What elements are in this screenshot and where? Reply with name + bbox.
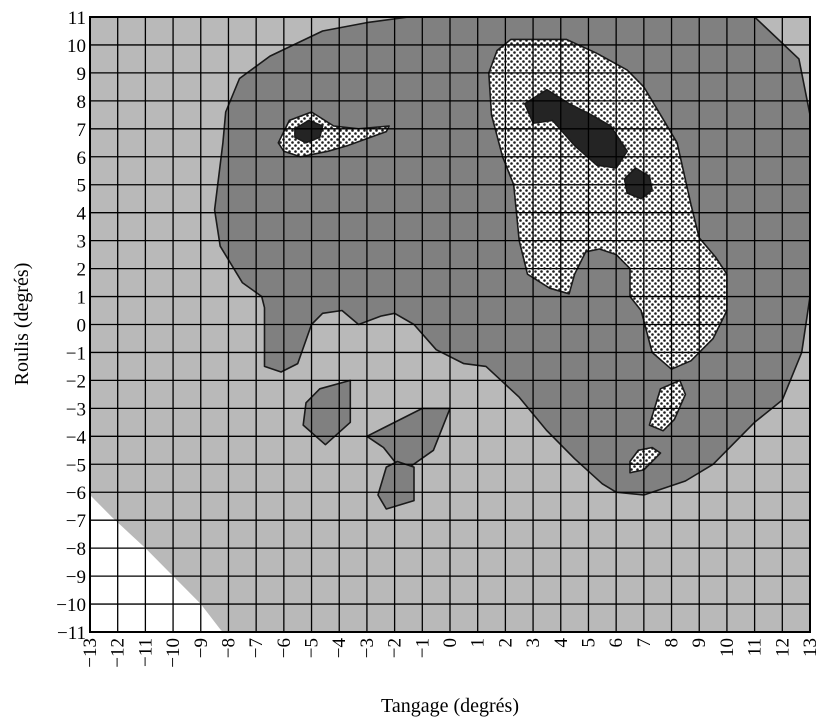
x-tick-label: −11 [135, 638, 156, 667]
x-tick-label: 3 [523, 638, 544, 648]
x-tick-label: −8 [218, 638, 239, 658]
x-tick-label: 5 [578, 638, 599, 648]
region-level-3-8 [629, 446, 662, 474]
y-tick-label: 9 [77, 64, 87, 85]
x-tick-label: −4 [329, 638, 350, 659]
y-tick-label: 3 [77, 232, 87, 253]
y-tick-label: −11 [57, 623, 86, 644]
y-tick-label: −6 [66, 483, 86, 504]
x-tick-label: 7 [634, 638, 655, 648]
y-tick-label: 5 [77, 176, 87, 197]
region-level-2-4 [377, 460, 415, 510]
x-tick-label: 12 [772, 638, 793, 657]
x-tick-label: 4 [551, 638, 572, 648]
x-tick-label: −12 [108, 638, 129, 668]
x-tick-label: 1 [468, 638, 489, 648]
x-tick-label: −2 [385, 638, 406, 658]
y-tick-label: −7 [66, 511, 86, 532]
y-tick-label: 10 [67, 36, 86, 57]
y-tick-label: −8 [66, 539, 86, 560]
plot-frame [89, 16, 811, 633]
x-tick-label: 0 [440, 638, 461, 648]
y-tick-label: 8 [77, 92, 87, 113]
y-tick-label: 11 [68, 8, 86, 29]
y-tick-label: 0 [77, 316, 87, 337]
region-level-4-10 [623, 167, 654, 200]
x-tick-label: −1 [412, 638, 433, 658]
x-tick-label: 13 [800, 638, 821, 657]
y-tick-label: 7 [77, 120, 87, 141]
region-level-2-2 [302, 379, 352, 446]
y-tick-label: 1 [77, 288, 87, 309]
y-tick-label: −1 [66, 343, 86, 364]
y-tick-label: 4 [77, 204, 87, 225]
x-tick-label: 2 [495, 638, 516, 648]
x-tick-label: 8 [662, 638, 683, 648]
x-tick-label: −6 [274, 638, 295, 658]
y-tick-label: 2 [77, 260, 87, 281]
x-tick-label: −3 [357, 638, 378, 658]
x-tick-label: 11 [745, 638, 766, 656]
x-tick-label: −13 [80, 638, 101, 668]
y-tick-label: 6 [77, 148, 87, 169]
x-tick-label: −7 [246, 638, 267, 658]
x-tick-labels: −13 −12 −11 −10 −9 −8 −7 −6 −5 −4 −3 −2 −1 0 1 2 3 4 5 6 7 8 9… [80, 638, 821, 668]
x-tick-label: 10 [717, 638, 738, 657]
y-tick-label: −5 [66, 455, 86, 476]
y-tick-label: −4 [66, 427, 87, 448]
region-level-4-11 [294, 119, 324, 144]
x-tick-label: 9 [689, 638, 710, 648]
x-tick-label: −9 [191, 638, 212, 658]
y-tick-label: −2 [66, 371, 86, 392]
x-tick-label: −5 [302, 638, 323, 658]
x-tick-label: 6 [606, 638, 627, 648]
y-tick-label: −10 [56, 595, 86, 616]
y-tick-label: −3 [66, 399, 86, 420]
x-axis-label: Tangage (degrés) [381, 695, 519, 717]
y-tick-label: −9 [66, 567, 86, 588]
x-tick-label: −10 [163, 638, 184, 668]
y-axis-label: Roulis (degrés) [11, 263, 33, 386]
region-level-3-5 [487, 38, 728, 371]
